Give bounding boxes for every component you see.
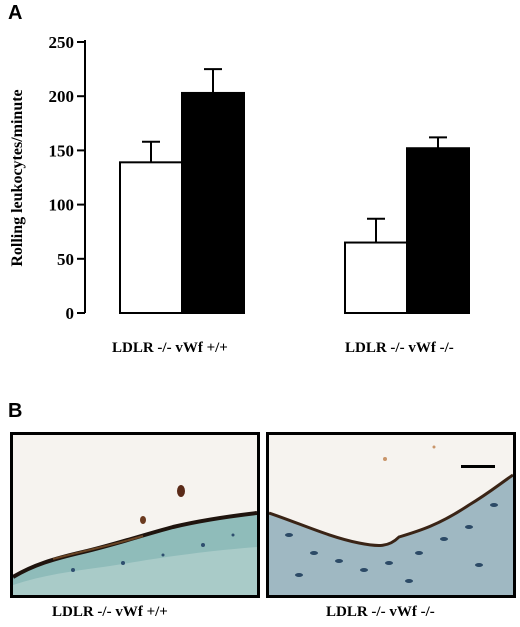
bar-chart: Rolling leukocytes/minute 0 50 100 150 200 250 <box>9 33 470 323</box>
micrograph-vwf-minus <box>266 432 516 598</box>
y-tick-label: 0 <box>66 304 75 323</box>
y-tick-label: 150 <box>49 141 75 160</box>
y-tick-label: 200 <box>49 87 75 106</box>
y-tick-label: 250 <box>49 33 75 52</box>
micrograph-caption-vwf-plus: LDLR -/- vWf +/+ <box>52 604 168 620</box>
y-axis-label: Rolling leukocytes/minute <box>9 89 26 266</box>
bar <box>344 241 408 314</box>
micrograph-caption-vwf-minus: LDLR -/- vWf -/- <box>326 604 435 620</box>
bar <box>406 147 470 314</box>
bar <box>119 161 183 314</box>
bar <box>181 91 245 314</box>
y-tick-label: 50 <box>57 250 74 269</box>
category-label-vwf-minus: LDLR -/- vWf -/- <box>345 340 454 356</box>
category-label-vwf-plus: LDLR -/- vWf +/+ <box>112 340 228 356</box>
y-tick-label: 100 <box>49 196 75 215</box>
panel-b-letter: B <box>8 400 23 422</box>
panel-a-letter: A <box>8 2 23 24</box>
micrograph-vwf-plus <box>10 432 260 598</box>
